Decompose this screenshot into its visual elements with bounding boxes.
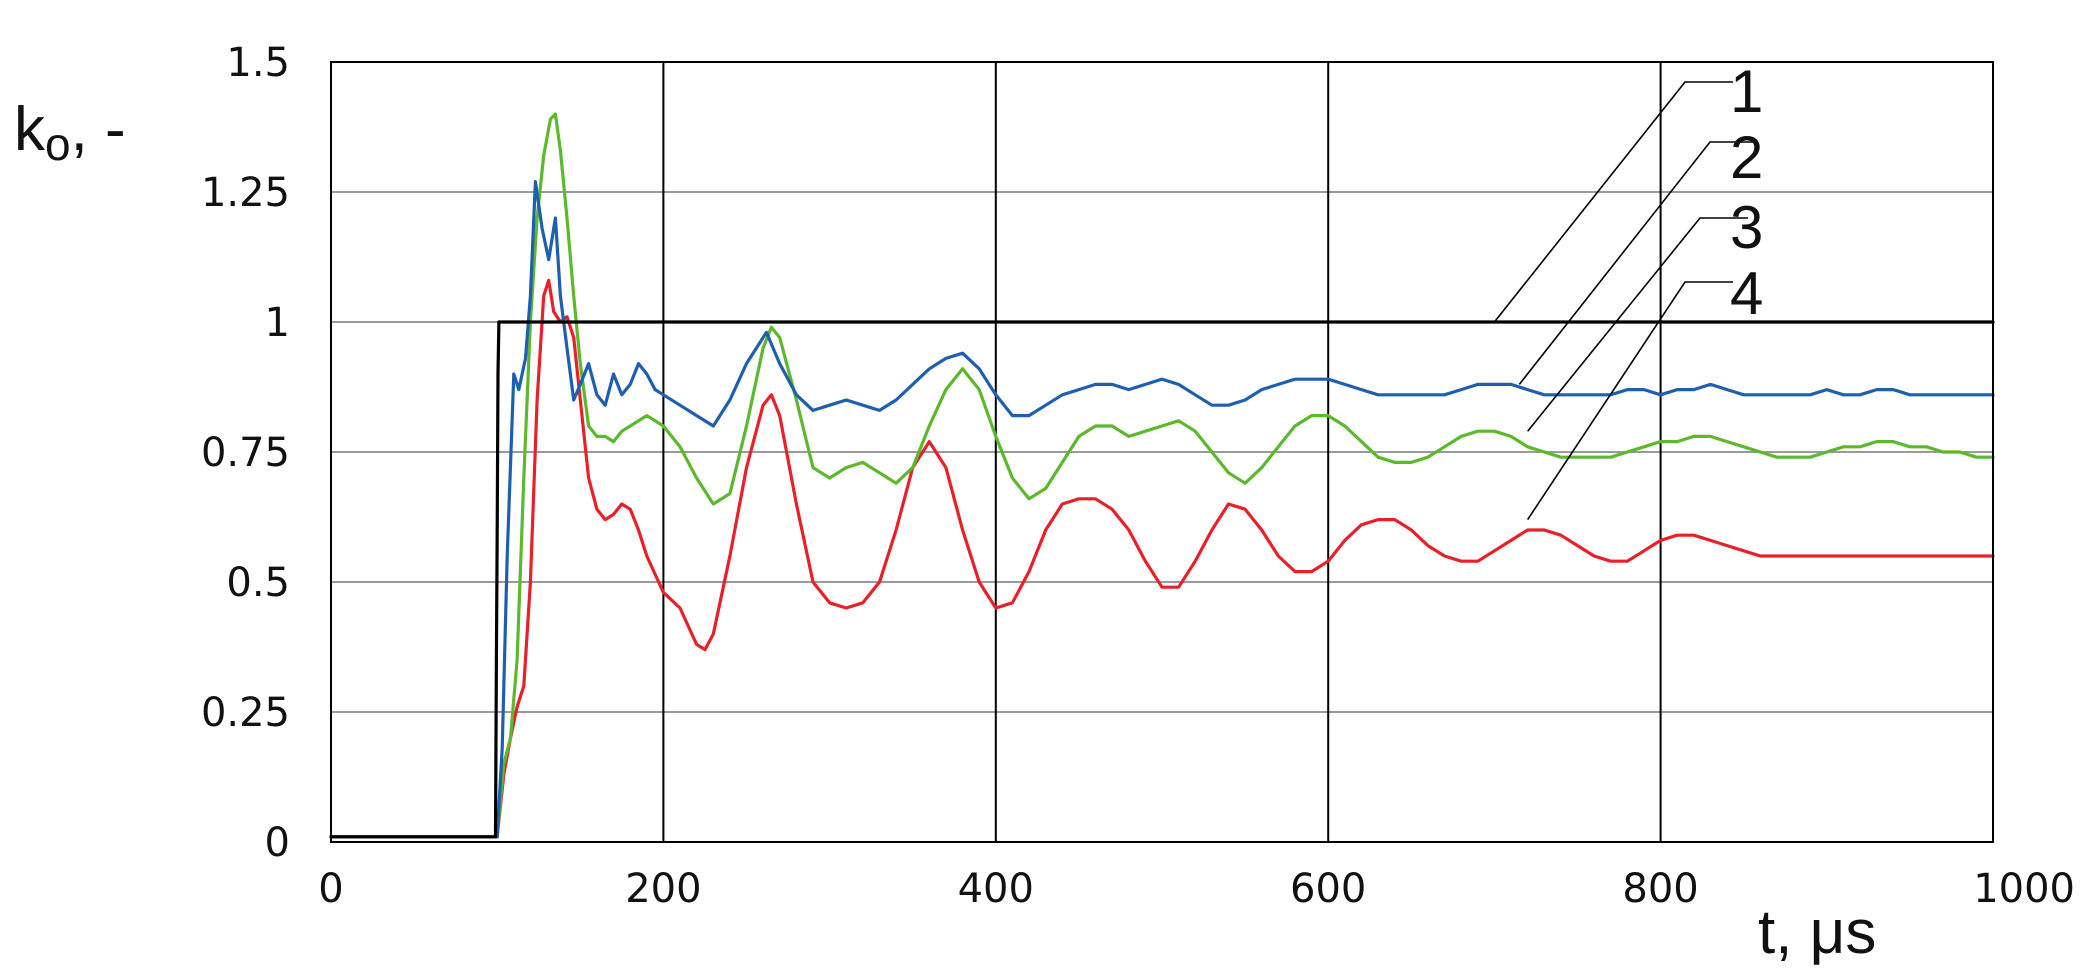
callout-leader-2 (1518, 141, 1758, 385)
callout-leader-1 (1493, 81, 1733, 323)
x-tick-label: 200 (625, 866, 701, 912)
series-line-3 (329, 112, 1995, 839)
y-axis-title-subscript: o (45, 118, 71, 170)
y-tick-label: 0 (265, 820, 290, 866)
callout-label-1: 1 (1730, 58, 1763, 125)
y-tick-label: 0.5 (226, 560, 290, 606)
x-tick-label: 0 (318, 866, 343, 912)
series-line-1 (329, 320, 1995, 839)
y-tick-label: 1.5 (226, 40, 290, 86)
plot-frame (330, 61, 1994, 843)
callout-label-3: 3 (1730, 194, 1763, 261)
callout-leader-3 (1527, 217, 1748, 432)
y-tick-label: 0.75 (201, 430, 290, 476)
y-axis-title-suffix: , - (71, 95, 126, 164)
y-axis-title-main: k (14, 95, 46, 164)
series-line-4 (329, 278, 1995, 839)
callout-leader-4 (1526, 281, 1733, 521)
x-tick-label: 400 (958, 866, 1034, 912)
y-tick-label: 0.25 (201, 690, 290, 736)
y-axis-title: ko, - (14, 95, 126, 170)
series-line-2 (329, 180, 1995, 839)
x-axis-title: t, μs (1758, 898, 1876, 967)
y-tick-label: 1 (265, 300, 290, 346)
callout-label-2: 2 (1730, 124, 1763, 191)
x-tick-label: 1000 (1973, 866, 2075, 912)
callout-label-4: 4 (1730, 260, 1763, 327)
x-tick-label: 600 (1290, 866, 1366, 912)
x-tick-label: 800 (1622, 866, 1698, 912)
y-tick-label: 1.25 (201, 170, 290, 216)
chart-series-layer (329, 112, 1995, 839)
axis-ticks: 0 0.25 0.5 0.75 1 1.25 1.5 0 200 400 600 800 1000 (201, 40, 2075, 912)
